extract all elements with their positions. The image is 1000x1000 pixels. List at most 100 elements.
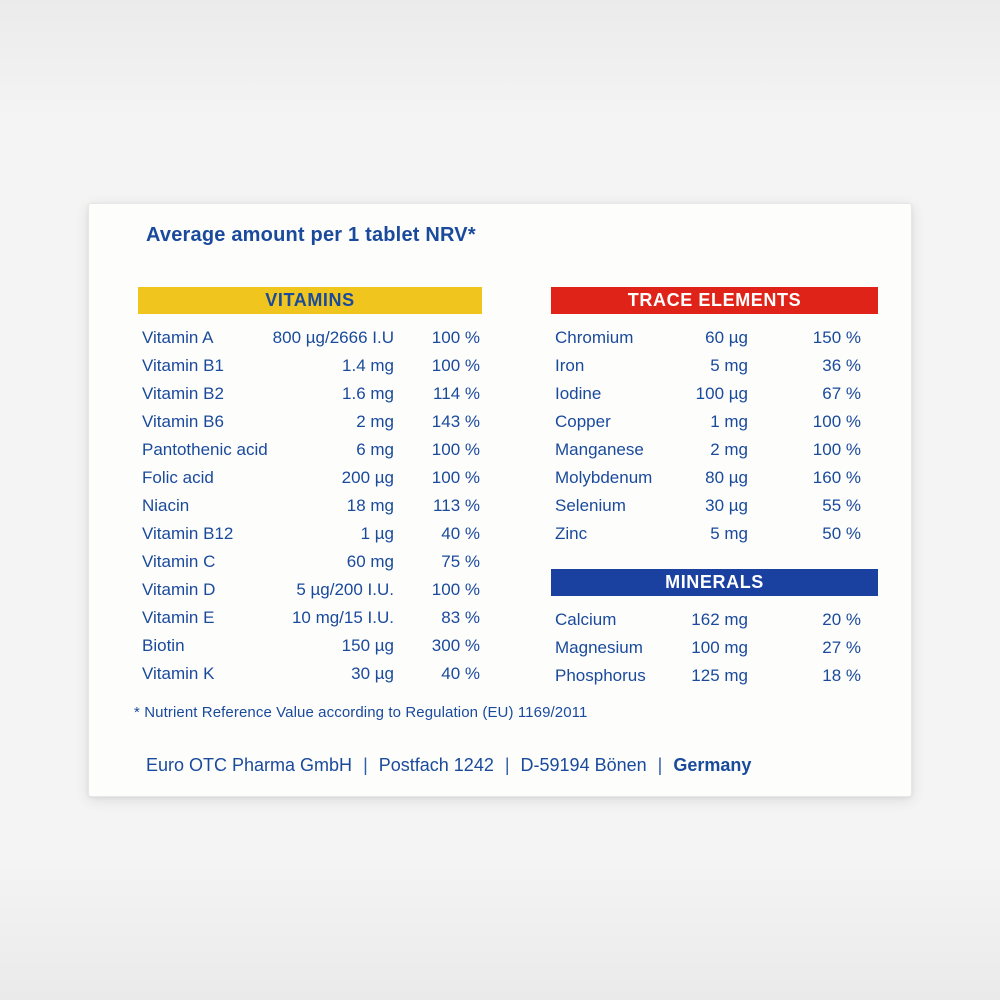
nutrient-name: Vitamin B6 xyxy=(142,412,224,431)
nutrient-amount: 30 µg xyxy=(351,664,394,683)
nutrient-amount: 5 mg xyxy=(710,524,748,543)
table-row: Vitamin A 800 µg/2666 I.U 100 % xyxy=(138,324,482,352)
table-row: Biotin 150 µg 300 % xyxy=(138,632,482,660)
table-row: Vitamin B6 2 mg 143 % xyxy=(138,408,482,436)
table-row: Copper 1 mg 100 % xyxy=(551,408,878,436)
nutrient-amount: 80 µg xyxy=(705,468,748,487)
nutrient-nrv: 143 % xyxy=(431,412,480,431)
nutrient-name: Vitamin A xyxy=(142,328,214,347)
nutrient-amount: 1.6 mg xyxy=(342,384,394,403)
nutrient-nrv: 150 % xyxy=(812,328,861,347)
nutrient-nrv: 83 % xyxy=(441,608,480,627)
nutrient-nrv: 27 % xyxy=(822,638,861,657)
nutrient-name: Zinc xyxy=(555,524,588,543)
nutrient-name: Folic acid xyxy=(142,468,214,487)
nutrient-nrv: 100 % xyxy=(431,328,480,347)
nutrient-nrv: 160 % xyxy=(812,468,861,487)
nutrient-name: Vitamin K xyxy=(142,664,215,683)
table-row: Iron 5 mg 36 % xyxy=(551,352,878,380)
nutrient-nrv: 100 % xyxy=(812,440,861,459)
page-title: Average amount per 1 tablet NRV* xyxy=(146,224,476,246)
nutrient-name: Selenium xyxy=(555,496,626,515)
separator-bar: | xyxy=(504,755,510,775)
nutrient-name: Manganese xyxy=(555,440,644,459)
nutrient-name: Iodine xyxy=(555,384,602,403)
nutrient-amount: 1.4 mg xyxy=(342,356,394,375)
nutrient-amount: 100 mg xyxy=(691,638,748,657)
nutrient-amount: 200 µg xyxy=(341,468,394,487)
nutrient-name: Pantothenic acid xyxy=(142,440,268,459)
nrv-footnote: * Nutrient Reference Value according to … xyxy=(134,704,588,721)
trace-elements-table: Chromium 60 µg 150 % Iron 5 mg 36 % Iodi… xyxy=(551,324,878,548)
nutrient-name: Vitamin D xyxy=(142,580,216,599)
nutrient-amount: 18 mg xyxy=(346,496,394,515)
table-row: Vitamin D 5 µg/200 I.U. 100 % xyxy=(138,576,482,604)
table-row: Manganese 2 mg 100 % xyxy=(551,436,878,464)
table-row: Vitamin B2 1.6 mg 114 % xyxy=(138,380,482,408)
nutrient-nrv: 100 % xyxy=(431,440,480,459)
table-row: Pantothenic acid 6 mg 100 % xyxy=(138,436,482,464)
nutrient-amount: 800 µg/2666 I.U xyxy=(272,328,394,347)
table-row: Calcium 162 mg 20 % xyxy=(551,606,878,634)
nutrient-nrv: 100 % xyxy=(431,356,480,375)
table-row: Zinc 5 mg 50 % xyxy=(551,520,878,548)
separator-bar: | xyxy=(657,755,663,775)
nutrient-amount: 5 µg/200 I.U. xyxy=(296,580,394,599)
vitamins-table: Vitamin A 800 µg/2666 I.U 100 % Vitamin … xyxy=(138,324,482,688)
table-row: Iodine 100 µg 67 % xyxy=(551,380,878,408)
table-row: Molybdenum 80 µg 160 % xyxy=(551,464,878,492)
right-column: TRACE ELEMENTS Chromium 60 µg 150 % Iron… xyxy=(551,287,878,690)
table-row: Niacin 18 mg 113 % xyxy=(138,492,482,520)
nutrient-name: Magnesium xyxy=(555,638,643,657)
nutrient-amount: 10 mg/15 I.U. xyxy=(291,608,394,627)
table-row: Vitamin B12 1 µg 40 % xyxy=(138,520,482,548)
vitamins-header: VITAMINS xyxy=(138,287,482,314)
minerals-section: MINERALS Calcium 162 mg 20 % Magnesium 1… xyxy=(551,569,878,690)
nutrient-amount: 5 mg xyxy=(710,356,748,375)
nutrient-amount: 125 mg xyxy=(691,666,748,685)
nutrient-nrv: 114 % xyxy=(433,384,480,403)
nutrient-name: Vitamin B1 xyxy=(142,356,224,375)
nutrient-name: Phosphorus xyxy=(555,666,646,685)
nutrient-amount: 2 mg xyxy=(356,412,394,431)
nutrient-amount: 60 mg xyxy=(346,552,394,571)
table-row: Phosphorus 125 mg 18 % xyxy=(551,662,878,690)
manufacturer-city: D-59194 Bönen xyxy=(520,755,647,775)
table-row: Magnesium 100 mg 27 % xyxy=(551,634,878,662)
table-row: Vitamin K 30 µg 40 % xyxy=(138,660,482,688)
nutrient-amount: 6 mg xyxy=(356,440,394,459)
nutrient-amount: 2 mg xyxy=(710,440,748,459)
nutrient-name: Niacin xyxy=(142,496,190,515)
nutrient-name: Vitamin B12 xyxy=(142,524,234,543)
nutrient-nrv: 40 % xyxy=(441,664,480,683)
nutrient-name: Vitamin E xyxy=(142,608,215,627)
nutrient-amount: 1 mg xyxy=(710,412,748,431)
nutrient-nrv: 100 % xyxy=(812,412,861,431)
nutrient-nrv: 36 % xyxy=(822,356,861,375)
minerals-header: MINERALS xyxy=(551,569,878,596)
nutrient-nrv: 100 % xyxy=(431,580,480,599)
trace-elements-section: TRACE ELEMENTS Chromium 60 µg 150 % Iron… xyxy=(551,287,878,548)
nutrient-amount: 1 µg xyxy=(360,524,394,543)
table-row: Vitamin E 10 mg/15 I.U. 83 % xyxy=(138,604,482,632)
table-row: Folic acid 200 µg 100 % xyxy=(138,464,482,492)
table-row: Selenium 30 µg 55 % xyxy=(551,492,878,520)
manufacturer-name: Euro OTC Pharma GmbH xyxy=(146,755,353,775)
nutrient-name: Chromium xyxy=(555,328,634,347)
nutrient-name: Iron xyxy=(555,356,585,375)
nutrient-amount: 150 µg xyxy=(341,636,394,655)
nutrient-name: Biotin xyxy=(142,636,185,655)
manufacturer-country: Germany xyxy=(673,755,752,775)
nutrient-nrv: 67 % xyxy=(822,384,861,403)
package-back-panel: Average amount per 1 tablet NRV* VITAMIN… xyxy=(88,203,912,797)
nutrient-nrv: 18 % xyxy=(822,666,861,685)
nutrient-nrv: 55 % xyxy=(822,496,861,515)
nutrient-nrv: 100 % xyxy=(431,468,480,487)
nutrient-nrv: 40 % xyxy=(441,524,480,543)
nutrient-amount: 100 µg xyxy=(695,384,748,403)
vitamins-section: VITAMINS Vitamin A 800 µg/2666 I.U 100 %… xyxy=(138,287,482,688)
minerals-table: Calcium 162 mg 20 % Magnesium 100 mg 27 … xyxy=(551,606,878,690)
nutrient-amount: 60 µg xyxy=(705,328,748,347)
nutrient-name: Calcium xyxy=(555,610,617,629)
nutrient-nrv: 20 % xyxy=(822,610,861,629)
